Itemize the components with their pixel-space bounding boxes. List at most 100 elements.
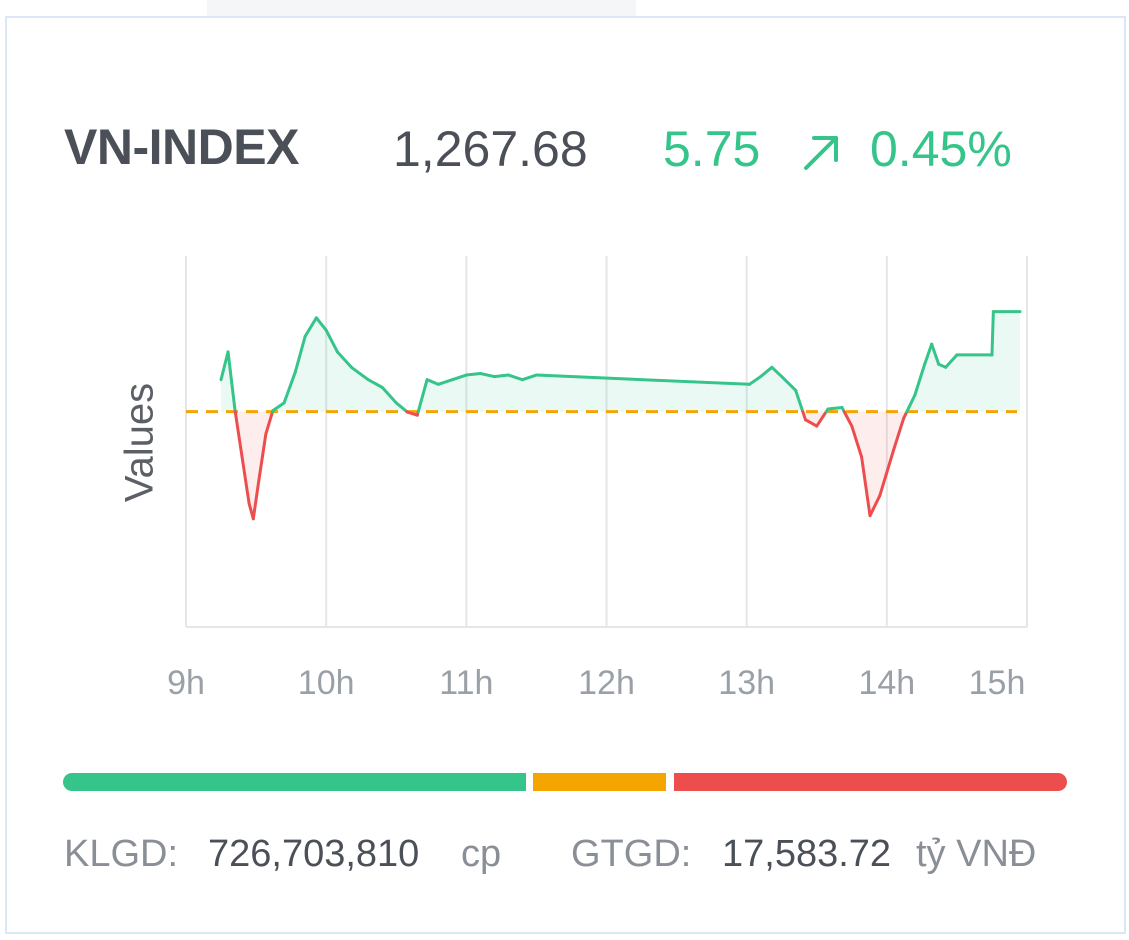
series-line-down	[815, 410, 828, 428]
series-line-up	[303, 316, 318, 338]
x-tick-label: 14h	[858, 664, 915, 702]
area-above-reference	[452, 375, 467, 412]
series-line-down	[860, 455, 872, 518]
area-above-reference	[316, 317, 327, 412]
value-label: GTGD:	[571, 833, 692, 875]
area-above-reference	[427, 379, 439, 412]
series-line-up	[478, 371, 496, 379]
volume-value: 726,703,810	[208, 833, 420, 875]
series-line-up	[425, 378, 440, 386]
area-above-reference	[536, 375, 750, 412]
series-line-up	[271, 401, 286, 413]
area-above-reference	[368, 379, 383, 412]
breadth-bar-unchanged	[533, 773, 666, 791]
area-below-reference	[870, 411, 880, 516]
index-header: VN-INDEX 1,267.68 5.75 0.45%	[0, 118, 1129, 188]
area-above-reference	[337, 351, 352, 412]
area-above-reference	[522, 375, 537, 412]
series-line-up	[826, 405, 844, 411]
series-line-up	[905, 393, 917, 414]
series-line-up	[534, 373, 751, 386]
area-above-reference	[781, 376, 796, 412]
arrow-up-right-icon	[804, 136, 838, 170]
volume-label: KLGD:	[64, 833, 179, 875]
series-line-up	[464, 371, 482, 377]
area-below-reference	[879, 411, 894, 496]
index-change: 5.75	[663, 121, 761, 177]
series-line-up	[770, 365, 784, 379]
series-line-up	[394, 401, 409, 414]
series-line-down	[240, 455, 251, 505]
series-line-down	[850, 424, 864, 459]
series-line-down	[878, 447, 896, 498]
series-line-up	[506, 373, 524, 382]
x-tick-label: 10h	[298, 664, 355, 702]
series-line-up	[520, 373, 538, 382]
series-line-down	[257, 432, 268, 482]
x-tick-label: 12h	[578, 664, 635, 702]
series-line-down	[405, 410, 419, 417]
series-line-down	[868, 494, 882, 518]
breadth-bar-declining	[674, 773, 1067, 791]
series-line-up	[335, 350, 353, 369]
series-line-up	[759, 365, 774, 379]
area-above-reference	[760, 367, 772, 412]
series-line-up	[219, 350, 230, 382]
series-line-up	[282, 370, 297, 405]
area-above-reference	[305, 317, 317, 412]
x-tick-label: 9h	[167, 664, 205, 702]
series-line-down	[804, 418, 819, 428]
x-tick-label: 11h	[439, 664, 493, 702]
series-line-up	[747, 375, 763, 386]
index-name: VN-INDEX	[64, 119, 299, 175]
series-line-up	[366, 378, 384, 389]
series-line-up	[923, 342, 934, 366]
series-line-up	[492, 373, 510, 379]
top-tab-area	[207, 0, 636, 16]
area-below-reference	[861, 411, 871, 516]
area-above-reference	[494, 375, 509, 412]
area-above-reference	[326, 330, 338, 412]
area-above-reference	[956, 354, 992, 412]
series-line-up	[380, 385, 398, 405]
series-line-up	[944, 353, 959, 369]
series-line-up	[990, 310, 995, 357]
area-above-reference	[508, 375, 523, 412]
area-above-reference	[438, 379, 453, 412]
series-line-up	[416, 378, 429, 414]
area-above-reference	[466, 373, 481, 412]
area-above-reference	[221, 351, 229, 412]
series-line-up	[324, 328, 339, 354]
series-line-up	[314, 316, 328, 332]
y-axis-label: Values	[117, 382, 162, 503]
area-below-reference	[805, 411, 817, 427]
series-line-up	[913, 362, 927, 397]
breadth-bar-advancing	[63, 773, 526, 791]
area-above-reference	[749, 376, 761, 412]
area-above-reference	[993, 311, 1020, 412]
trading-stats: KLGD: 726,703,810 cp GTGD: 17,583.72 tỷ …	[0, 833, 1129, 883]
area-below-reference	[242, 411, 250, 504]
value-unit: tỷ VNĐ	[916, 833, 1037, 875]
series-line-down	[892, 416, 906, 451]
series-line-up	[930, 342, 941, 366]
series-line-up	[450, 373, 468, 382]
index-value: 1,267.68	[393, 121, 588, 177]
series-line-up	[794, 388, 805, 414]
area-below-reference	[253, 411, 259, 519]
series-line-up	[293, 334, 307, 374]
series-line-up	[436, 378, 454, 386]
area-above-reference	[938, 364, 946, 412]
area-above-reference	[945, 354, 957, 412]
series-line-down	[264, 410, 275, 436]
index-change-percent: 0.45%	[870, 121, 1012, 177]
area-below-reference	[249, 411, 254, 519]
volume-unit: cp	[461, 833, 502, 875]
area-above-reference	[771, 367, 782, 412]
x-tick-label: 13h	[718, 664, 775, 702]
series-line-down	[233, 410, 244, 459]
series-line-down	[251, 478, 261, 521]
series-line-up	[226, 350, 237, 413]
value-value: 17,583.72	[722, 833, 892, 875]
